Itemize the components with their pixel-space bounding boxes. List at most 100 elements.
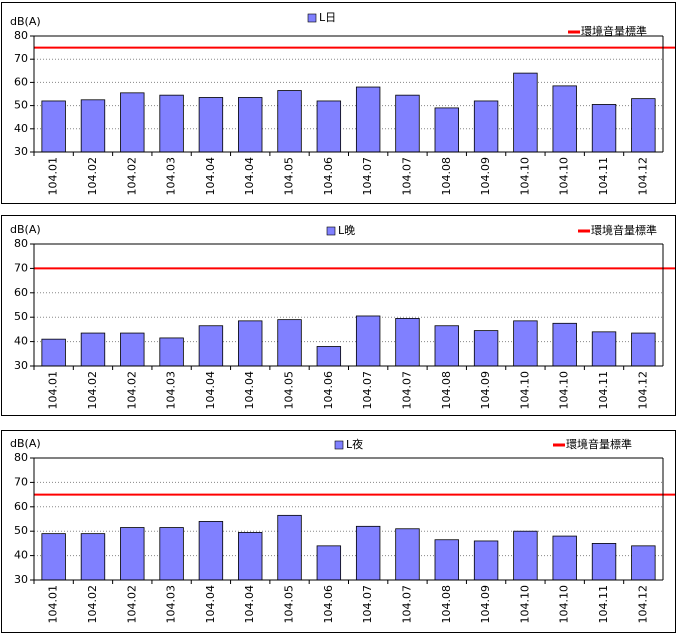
bar bbox=[631, 98, 656, 153]
x-tick-label: 104.02 bbox=[86, 585, 99, 624]
x-tick-label: 104.10 bbox=[518, 157, 531, 196]
x-tick-label: 104.10 bbox=[518, 371, 531, 410]
y-tick-label: 30 bbox=[14, 573, 28, 586]
x-tick-label: 104.07 bbox=[361, 585, 374, 624]
x-tick-label: 104.02 bbox=[125, 585, 138, 624]
bar bbox=[355, 525, 381, 581]
legend-swatch bbox=[334, 440, 344, 450]
x-tick-label: 104.05 bbox=[283, 371, 296, 410]
bar bbox=[513, 530, 538, 581]
x-tick-label: 104.03 bbox=[165, 157, 178, 196]
bar bbox=[513, 72, 538, 153]
bar bbox=[434, 539, 459, 581]
legend-label: L夜 bbox=[346, 437, 363, 451]
bar bbox=[591, 543, 617, 581]
x-tick-label: 104.03 bbox=[165, 371, 178, 410]
x-tick-label: 104.01 bbox=[47, 585, 60, 624]
legend-swatch bbox=[307, 13, 317, 23]
bar bbox=[355, 315, 381, 367]
y-axis-label: dB(A) bbox=[10, 223, 41, 236]
bar bbox=[159, 527, 184, 581]
x-tick-label: 104.04 bbox=[243, 371, 256, 410]
y-tick-label: 70 bbox=[14, 261, 28, 274]
x-tick-label: 104.04 bbox=[204, 371, 217, 410]
bar bbox=[277, 514, 302, 581]
bar bbox=[513, 320, 538, 367]
y-tick-label: 60 bbox=[14, 75, 28, 88]
x-tick-label: 104.03 bbox=[165, 585, 178, 624]
x-tick-label: 104.10 bbox=[518, 585, 531, 624]
bar bbox=[80, 332, 106, 367]
legend-label: 環境音量標準 bbox=[581, 24, 647, 38]
x-tick-label: 104.05 bbox=[283, 157, 296, 196]
x-tick-label: 104.07 bbox=[400, 157, 413, 196]
bar bbox=[120, 92, 145, 153]
x-tick-label: 104.01 bbox=[47, 157, 60, 196]
x-tick-label: 104.08 bbox=[440, 585, 453, 624]
bar bbox=[316, 100, 342, 153]
x-tick-label: 104.08 bbox=[440, 371, 453, 410]
chart-frame bbox=[1, 430, 676, 633]
bar bbox=[198, 521, 224, 581]
y-tick-label: 30 bbox=[14, 145, 28, 158]
x-tick-label: 104.02 bbox=[125, 371, 138, 410]
chart: dB(A) 30 40 50 60 70 80 104.01 104.02 104.02 104.0… bbox=[1, 2, 676, 204]
bar bbox=[41, 338, 66, 367]
chart-frame bbox=[1, 215, 676, 416]
bar bbox=[238, 532, 263, 581]
x-tick-label: 104.07 bbox=[400, 585, 413, 624]
x-tick-label: 104.12 bbox=[636, 585, 649, 624]
x-tick-label: 104.07 bbox=[361, 157, 374, 196]
bar bbox=[277, 319, 302, 367]
bar bbox=[159, 94, 184, 153]
bar bbox=[552, 322, 577, 367]
x-tick-label: 104.11 bbox=[597, 371, 610, 410]
bar bbox=[434, 325, 459, 367]
y-tick-label: 70 bbox=[14, 52, 28, 65]
x-tick-label: 104.09 bbox=[479, 585, 492, 624]
x-tick-label: 104.11 bbox=[597, 157, 610, 196]
bar bbox=[591, 331, 617, 367]
bar bbox=[552, 535, 577, 581]
x-tick-label: 104.04 bbox=[204, 157, 217, 196]
legend-label: L晚 bbox=[338, 224, 355, 237]
bar bbox=[120, 332, 145, 367]
bar bbox=[198, 325, 224, 367]
x-tick-label: 104.06 bbox=[322, 157, 335, 196]
y-tick-label: 80 bbox=[14, 29, 28, 42]
x-tick-label: 104.09 bbox=[479, 371, 492, 410]
x-tick-label: 104.10 bbox=[558, 371, 571, 410]
bar bbox=[473, 540, 499, 581]
bar bbox=[238, 97, 263, 153]
bar bbox=[198, 97, 224, 153]
x-tick-label: 104.04 bbox=[204, 585, 217, 624]
bar bbox=[277, 90, 302, 153]
x-tick-label: 104.12 bbox=[636, 157, 649, 196]
bar bbox=[631, 332, 656, 367]
bar bbox=[395, 528, 420, 581]
bar bbox=[316, 346, 342, 367]
x-tick-label: 104.04 bbox=[243, 585, 256, 624]
bar bbox=[80, 99, 106, 153]
x-tick-label: 104.11 bbox=[597, 585, 610, 624]
x-tick-label: 104.06 bbox=[322, 585, 335, 624]
legend-label: 環境音量標準 bbox=[591, 223, 657, 237]
y-tick-label: 80 bbox=[14, 237, 28, 250]
y-tick-label: 60 bbox=[14, 500, 28, 513]
x-tick-label: 104.10 bbox=[558, 157, 571, 196]
x-tick-label: 104.10 bbox=[558, 585, 571, 624]
y-tick-label: 50 bbox=[14, 99, 28, 112]
x-tick-label: 104.05 bbox=[283, 585, 296, 624]
y-tick-label: 50 bbox=[14, 310, 28, 323]
bar bbox=[80, 533, 106, 581]
y-tick-label: 70 bbox=[14, 475, 28, 488]
y-tick-label: 40 bbox=[14, 335, 28, 348]
bar bbox=[316, 545, 342, 581]
x-tick-label: 104.01 bbox=[47, 371, 60, 410]
y-axis-label: dB(A) bbox=[10, 15, 41, 28]
y-axis-label: dB(A) bbox=[10, 437, 41, 450]
bar bbox=[41, 100, 66, 153]
legend-swatch bbox=[326, 226, 336, 236]
legend-label: L日 bbox=[319, 11, 336, 24]
